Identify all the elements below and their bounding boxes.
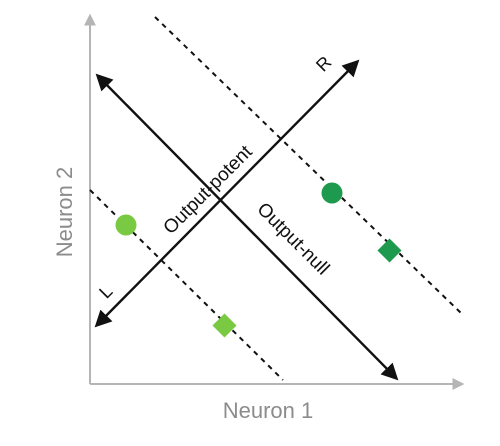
y-axis-label: Neuron 2	[52, 167, 77, 258]
dark-green-diamond	[377, 238, 402, 263]
direction-label-right: R	[312, 52, 335, 75]
subspace-axes	[94, 59, 399, 381]
x-axis-label: Neuron 1	[223, 398, 314, 423]
axes: Neuron 1 Neuron 2	[52, 13, 465, 423]
light-green-circle	[115, 214, 137, 236]
output-null-axis	[95, 73, 399, 381]
output-potent-axis	[94, 59, 360, 328]
dashed-null-lines	[89, 16, 463, 381]
output-null-label: Output-null	[253, 199, 334, 280]
markers	[115, 182, 402, 338]
light-green-diamond	[212, 313, 237, 338]
dark-green-circle	[321, 182, 343, 204]
direction-label-left: L	[95, 281, 116, 302]
